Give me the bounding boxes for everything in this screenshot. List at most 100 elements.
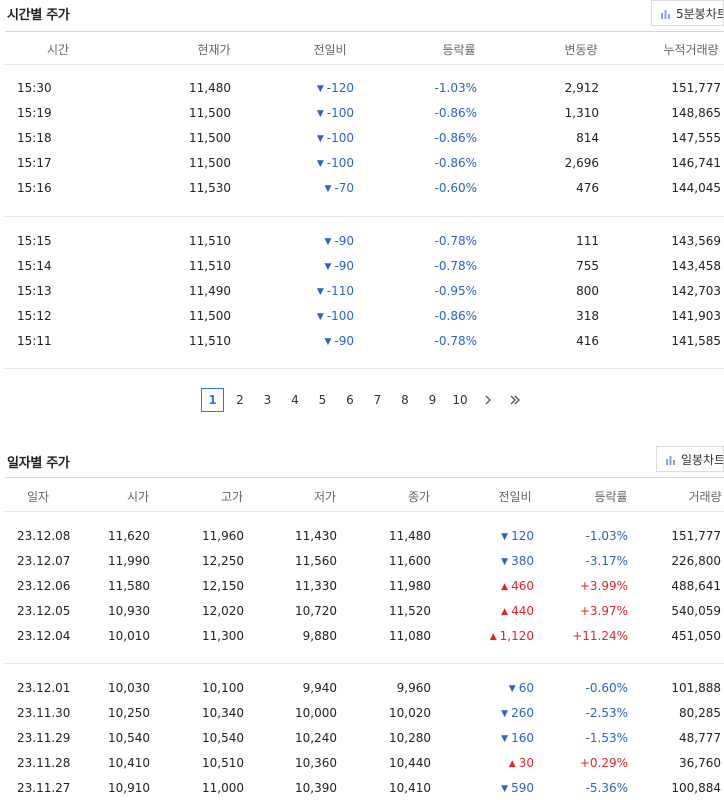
change-cell: ▼ -70 bbox=[283, 181, 354, 195]
high-cell: 12,250 bbox=[202, 554, 244, 569]
close-cell: 11,480 bbox=[389, 529, 431, 543]
close-cell: 11,600 bbox=[389, 554, 431, 569]
rate-cell: -3.17% bbox=[585, 554, 628, 569]
arrow-down-icon: ▼ bbox=[316, 312, 324, 323]
page-list: 1 2 3 4 5 6 7 8 9 10 bbox=[201, 388, 476, 412]
close-cell: 9,960 bbox=[396, 681, 431, 695]
bar-chart-icon bbox=[661, 9, 670, 19]
time-section-title: 시간별 주가 bbox=[7, 8, 70, 23]
high-cell: 11,960 bbox=[202, 529, 244, 543]
low-cell: 10,000 bbox=[295, 706, 337, 721]
change-value: -120 bbox=[326, 81, 354, 95]
column-header: 일자 bbox=[26, 490, 50, 504]
change-cell: ▼ -90 bbox=[283, 334, 354, 348]
open-cell: 11,580 bbox=[108, 579, 150, 594]
volume-cell: 318 bbox=[576, 309, 599, 324]
close-cell: 11,980 bbox=[389, 579, 431, 594]
column-header: 현재가 bbox=[197, 43, 231, 57]
high-cell: 12,150 bbox=[202, 579, 244, 594]
rate-cell: +11.24% bbox=[572, 629, 628, 644]
pagination: 1 2 3 4 5 6 7 8 9 10 bbox=[201, 387, 531, 413]
page-1-button[interactable]: 1 bbox=[201, 388, 224, 412]
daily-chart-button[interactable]: 일봉차트 bbox=[656, 446, 724, 472]
page-6-button[interactable]: 6 bbox=[346, 393, 354, 407]
price-cell: 11,500 bbox=[189, 309, 231, 324]
cumulative-volume-cell: 142,703 bbox=[671, 284, 721, 299]
arrow-up-icon: ▲ bbox=[501, 607, 509, 618]
low-cell: 9,880 bbox=[302, 629, 337, 644]
time-cell: 15:16 bbox=[17, 181, 52, 196]
5min-chart-button[interactable]: 5분봉차트 bbox=[651, 0, 724, 26]
arrow-down-icon: ▼ bbox=[316, 109, 324, 120]
cumulative-volume-cell: 147,555 bbox=[671, 131, 721, 146]
arrow-down-icon: ▼ bbox=[501, 709, 509, 720]
change-value: 460 bbox=[511, 579, 534, 594]
group-divider bbox=[5, 663, 724, 664]
page-3-button[interactable]: 3 bbox=[263, 393, 272, 407]
arrow-down-icon: ▼ bbox=[501, 557, 509, 568]
change-value: -90 bbox=[334, 259, 354, 274]
page-10-button[interactable]: 10 bbox=[452, 393, 468, 407]
daily-section-title: 일자별 주가 bbox=[7, 456, 70, 471]
change-cell: ▼ -110 bbox=[283, 284, 354, 298]
change-value: -70 bbox=[334, 181, 354, 196]
rate-cell: +0.29% bbox=[579, 756, 628, 771]
chevron-right-icon bbox=[485, 395, 491, 405]
page-8-button[interactable]: 8 bbox=[401, 393, 409, 407]
volume-cell: 800 bbox=[576, 284, 599, 299]
high-cell: 12,020 bbox=[202, 604, 244, 619]
arrow-down-icon: ▼ bbox=[324, 184, 332, 195]
daily-chart-button-label: 일봉차트 bbox=[681, 452, 724, 467]
arrow-down-icon: ▼ bbox=[324, 237, 332, 247]
date-cell: 23.11.27 bbox=[17, 781, 71, 796]
next-page-button[interactable] bbox=[476, 388, 499, 412]
change-value: -100 bbox=[326, 131, 354, 146]
time-cell: 15:12 bbox=[17, 309, 52, 324]
change-cell: ▼ 60 bbox=[464, 681, 534, 695]
date-cell: 23.11.30 bbox=[17, 706, 71, 721]
change-value: -90 bbox=[334, 234, 354, 248]
date-cell: 23.11.28 bbox=[17, 756, 71, 771]
rate-cell: -0.86% bbox=[434, 131, 477, 146]
change-value: -100 bbox=[326, 156, 354, 171]
time-cell: 15:18 bbox=[17, 131, 52, 146]
high-cell: 10,540 bbox=[202, 731, 244, 746]
change-cell: ▼ 380 bbox=[464, 554, 534, 568]
date-cell: 23.12.05 bbox=[17, 604, 71, 619]
close-cell: 10,440 bbox=[389, 756, 431, 771]
volume-cell: 80,285 bbox=[679, 706, 721, 721]
date-cell: 23.12.04 bbox=[17, 629, 71, 644]
volume-cell: 451,050 bbox=[671, 629, 721, 644]
open-cell: 10,410 bbox=[108, 756, 150, 771]
high-cell: 10,510 bbox=[202, 756, 244, 771]
price-cell: 11,510 bbox=[189, 234, 231, 248]
page-5-button[interactable]: 5 bbox=[318, 393, 327, 407]
change-value: -90 bbox=[334, 334, 354, 349]
price-cell: 11,500 bbox=[189, 106, 231, 121]
page-2-button[interactable]: 2 bbox=[236, 393, 244, 407]
cumulative-volume-cell: 141,585 bbox=[671, 334, 721, 349]
volume-cell: 488,641 bbox=[671, 579, 721, 594]
time-cell: 15:19 bbox=[17, 106, 52, 121]
change-cell: ▲ 440 bbox=[464, 604, 534, 618]
rate-cell: -0.78% bbox=[434, 234, 477, 248]
page-9-button[interactable]: 9 bbox=[428, 393, 437, 407]
5min-chart-button-label: 5분봉차트 bbox=[676, 6, 724, 21]
change-value: -100 bbox=[326, 309, 354, 324]
page-7-button[interactable]: 7 bbox=[373, 393, 382, 407]
volume-cell: 111 bbox=[576, 234, 599, 248]
arrow-up-icon: ▲ bbox=[489, 632, 497, 643]
volume-cell: 2,912 bbox=[564, 81, 599, 95]
price-cell: 11,500 bbox=[189, 156, 231, 171]
time-cell: 15:13 bbox=[17, 284, 52, 299]
double-chevron-right-icon bbox=[510, 395, 520, 405]
date-cell: 23.12.01 bbox=[17, 681, 71, 695]
arrow-down-icon: ▼ bbox=[316, 287, 324, 298]
last-page-button[interactable] bbox=[504, 388, 527, 412]
page-4-button[interactable]: 4 bbox=[291, 393, 299, 407]
high-cell: 11,000 bbox=[202, 781, 244, 796]
volume-cell: 416 bbox=[576, 334, 599, 349]
low-cell: 11,560 bbox=[295, 554, 337, 569]
rate-cell: -0.60% bbox=[585, 681, 628, 695]
low-cell: 10,240 bbox=[295, 731, 337, 746]
